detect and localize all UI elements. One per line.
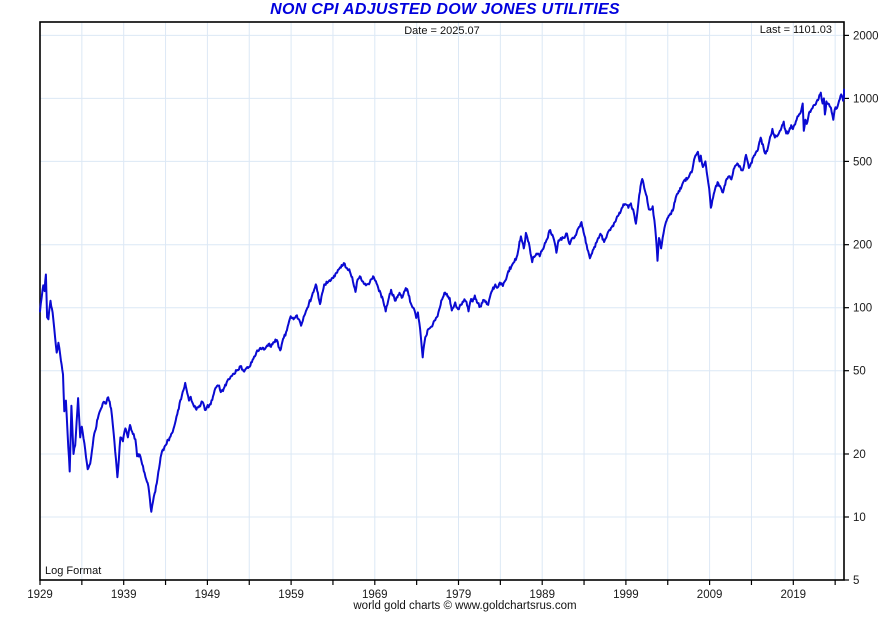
axis-ticks bbox=[39, 34, 849, 585]
y-tick-label: 500 bbox=[853, 156, 872, 168]
y-tick-label: 10 bbox=[853, 512, 866, 524]
x-tick-label: 1999 bbox=[613, 589, 639, 601]
x-axis-tick-labels: 1929 1939 1949 1959 1969 1979 1989 1999 2009 2019 bbox=[27, 589, 806, 601]
source-caption: world gold charts © www.goldchartsrus.co… bbox=[353, 600, 577, 612]
x-tick-label: 2009 bbox=[697, 589, 723, 601]
y-tick-label: 100 bbox=[853, 303, 872, 315]
x-tick-label: 1929 bbox=[27, 589, 53, 601]
chart-title: NON CPI ADJUSTED DOW JONES UTILITIES bbox=[270, 1, 620, 18]
x-tick-label: 1989 bbox=[529, 589, 555, 601]
plot-border bbox=[39, 21, 845, 581]
y-tick-label: 200 bbox=[853, 240, 872, 252]
x-tick-label: 1949 bbox=[195, 589, 221, 601]
y-tick-label: 50 bbox=[853, 366, 866, 378]
x-tick-label: 2019 bbox=[781, 589, 807, 601]
last-value-annotation: Last = 1101.03 bbox=[759, 24, 832, 36]
y-tick-label: 5 bbox=[853, 575, 859, 587]
utilities-index-line bbox=[39, 88, 845, 513]
x-tick-label: 1959 bbox=[278, 589, 304, 601]
y-tick-label: 2000 bbox=[853, 30, 879, 42]
x-tick-label: 1939 bbox=[111, 589, 137, 601]
plot-frame bbox=[39, 21, 845, 581]
gridlines bbox=[40, 22, 844, 580]
y-tick-label: 20 bbox=[853, 449, 866, 461]
y-tick-label: 1000 bbox=[853, 93, 879, 105]
log-scale-label: Log Format bbox=[45, 565, 102, 577]
y-axis-tick-labels: 2000 1000 500 200 100 50 20 10 5 bbox=[853, 30, 879, 587]
x-tick-label: 1979 bbox=[446, 589, 472, 601]
date-annotation: Date = 2025.07 bbox=[404, 25, 480, 37]
x-tick-label: 1969 bbox=[362, 589, 388, 601]
price-line-series bbox=[39, 88, 845, 513]
